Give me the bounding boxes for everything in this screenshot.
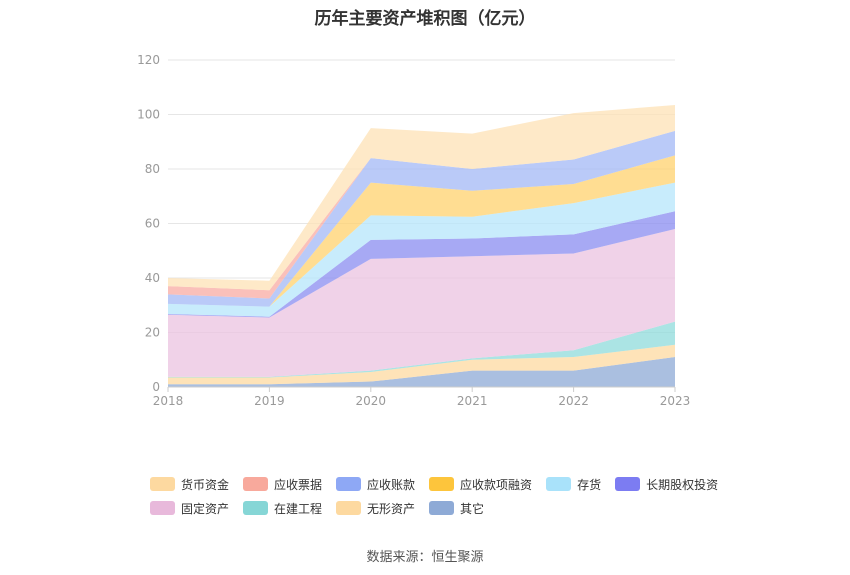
x-tick-label: 2022 [558,394,589,408]
y-tick-label: 100 [137,108,160,122]
y-tick-label: 40 [145,271,160,285]
legend-item[interactable]: 应收款项融资 [429,476,532,493]
legend-item[interactable]: 应收账款 [336,476,415,493]
y-tick-label: 60 [145,217,160,231]
legend-label: 应收账款 [367,477,416,492]
legend-item[interactable]: 其它 [429,500,484,517]
source-note: 数据来源：恒生聚源 [366,550,484,565]
legend-item[interactable]: 无形资产 [336,500,415,517]
legend-swatch [336,501,362,515]
legend-label: 其它 [460,501,485,516]
legend-row: 固定资产 在建工程 无形资产 其它 [150,496,770,520]
legend-label: 长期股权投资 [646,477,719,492]
series-area [168,228,675,377]
legend-item[interactable]: 应收票据 [243,476,322,493]
y-tick-label: 120 [137,53,160,67]
legend-swatch [615,477,641,491]
series-area [168,182,675,317]
y-tick-label: 80 [145,162,160,176]
y-tick-label: 0 [152,380,160,394]
x-tick-label: 2020 [356,394,387,408]
series-area [168,357,675,387]
legend-item[interactable]: 货币资金 [150,476,229,493]
x-tick-label: 2023 [660,394,691,408]
area-layer [168,104,675,387]
legend-swatch [546,477,572,491]
series-area [168,130,675,307]
legend: 货币资金 应收票据 应收账款 应收款项融资 存货 长期股权投资固定资产 在建工程 无形资产 其它 [150,472,770,520]
axis-layer: 0 20 40 60 80 100 120 2018 2019 2020 2021 2022 2023 [137,53,690,408]
legend-label: 无形资产 [367,501,416,516]
legend-item[interactable]: 在建工程 [243,500,322,517]
y-tick-label: 20 [145,326,160,340]
legend-swatch [243,501,269,515]
chart-title: 历年主要资产堆积图（亿元） [314,9,536,29]
series-area [168,104,675,291]
legend-item[interactable]: 固定资产 [150,500,229,517]
legend-label: 固定资产 [181,501,230,516]
legend-swatch [243,477,269,491]
legend-swatch [336,477,362,491]
legend-item[interactable]: 长期股权投资 [615,476,718,493]
legend-label: 应收款项融资 [460,477,533,492]
legend-label: 应收票据 [274,477,323,492]
legend-swatch [150,477,175,491]
legend-label: 存货 [577,477,602,492]
series-area [168,344,675,385]
legend-item[interactable]: 存货 [546,476,601,493]
x-tick-label: 2021 [457,394,488,408]
legend-label: 货币资金 [181,477,230,492]
x-tick-label: 2019 [254,394,285,408]
legend-swatch [150,501,175,515]
stacked-area-chart: 0 20 40 60 80 100 120 2018 2019 2020 2021 2022 2023 [137,53,690,408]
series-area [168,155,675,307]
legend-row: 货币资金 应收票据 应收账款 应收款项融资 存货 长期股权投资 [150,472,770,496]
legend-swatch [429,477,455,491]
series-area [168,211,675,318]
legend-swatch [429,501,455,515]
x-tick-label: 2018 [153,394,184,408]
legend-label: 在建工程 [274,501,323,516]
